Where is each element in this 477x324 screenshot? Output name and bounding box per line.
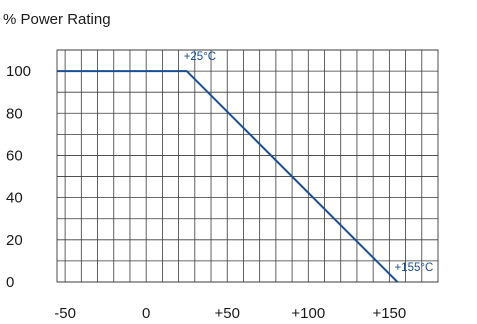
- x-tick-label: +50: [215, 305, 240, 322]
- series-line-0: [57, 70, 399, 283]
- x-tick-label: 0: [142, 305, 150, 322]
- chart-title: % Power Rating: [3, 11, 111, 28]
- y-tick-label: 0: [6, 274, 14, 291]
- grid: [56, 49, 439, 283]
- y-tick-label: 20: [6, 232, 23, 249]
- tick-labels: 0 20 40 60 80 100 -50 0 +50 +100 +150: [6, 63, 406, 322]
- x-tick-label: +150: [372, 305, 406, 322]
- plot-border: [56, 49, 439, 283]
- y-tick-label: 100: [6, 63, 31, 80]
- x-tick-label: +100: [291, 305, 325, 322]
- y-tick-label: 40: [6, 190, 23, 207]
- y-tick-label: 80: [6, 105, 23, 122]
- annotations: +25°C +155°C: [184, 51, 434, 274]
- series-line-group: [57, 70, 399, 283]
- x-tick-label: -50: [54, 305, 76, 322]
- annotation-label: +155°C: [394, 262, 433, 274]
- annotation-label: +25°C: [184, 51, 216, 63]
- y-tick-label: 60: [6, 147, 23, 164]
